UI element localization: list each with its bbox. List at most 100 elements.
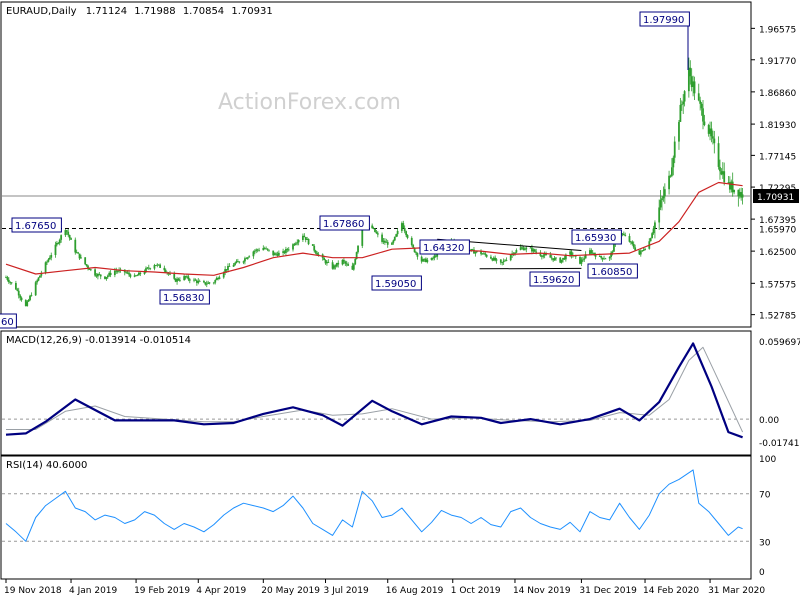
candle-body [44, 262, 47, 273]
candle-body [683, 91, 686, 102]
candle-body [412, 244, 415, 248]
candle-body [416, 253, 419, 257]
candle-body [662, 196, 665, 199]
price-tick-label: 1.57575 [759, 280, 796, 290]
annotation-label: 1.59620 [533, 275, 574, 286]
annotation-label: 1.60850 [591, 267, 632, 278]
candle-body [60, 235, 63, 240]
candle-body [272, 250, 275, 256]
candle-body [109, 272, 112, 276]
candle-body [347, 264, 350, 266]
x-tick-label: 14 Feb 2020 [643, 586, 699, 596]
candle-body [89, 269, 92, 271]
candle-body [217, 278, 219, 280]
candle-body [323, 257, 326, 261]
candle-body [149, 268, 152, 270]
candle-body [737, 189, 740, 197]
candle-body [515, 250, 518, 253]
candle-body [6, 277, 9, 280]
candle-body [354, 259, 357, 265]
annotation-label: 1.67860 [323, 219, 364, 230]
candle-body [345, 263, 348, 265]
candle-body [262, 248, 265, 251]
candle-body [137, 272, 140, 276]
candle-body [420, 256, 423, 262]
candle-body [594, 254, 597, 257]
candle-body [7, 279, 10, 283]
annotation-box [0, 313, 17, 329]
candle-body [174, 278, 177, 282]
candle-body [335, 262, 338, 267]
candle-body [70, 238, 72, 240]
candle-body [484, 253, 487, 255]
candle-body [303, 235, 306, 238]
candle-body [654, 222, 656, 229]
x-tick-label: 16 Aug 2019 [386, 586, 444, 596]
candle-body [663, 189, 666, 197]
candle-body [432, 257, 434, 259]
candle-body [430, 257, 433, 260]
candle-body [381, 234, 383, 242]
candle-body [88, 268, 91, 270]
candle-body [591, 252, 594, 254]
candle-body [153, 265, 156, 269]
candle-body [39, 275, 41, 278]
candle-body [689, 67, 692, 77]
candle-body [668, 175, 670, 190]
price-tick-label: 1.62500 [759, 248, 796, 258]
candle-body [154, 265, 157, 266]
candle-body [549, 255, 552, 258]
candle-body [326, 261, 328, 264]
candle-body [604, 258, 607, 260]
candle-body [470, 249, 473, 250]
price-tick-label: 1.81930 [759, 121, 796, 131]
candle-body [293, 244, 296, 246]
candle-body [234, 263, 236, 265]
macd-signal-line [6, 346, 744, 433]
candle-body [692, 81, 695, 88]
candle-body [156, 264, 159, 266]
candle-body [297, 239, 300, 243]
annotation-label: 1.56830 [163, 293, 204, 304]
candle-body [570, 251, 573, 256]
candle-body [282, 251, 285, 253]
candle-body [26, 301, 29, 307]
x-tick-label: 4 Apr 2019 [196, 586, 246, 596]
candle-body [621, 233, 624, 235]
candle-body [246, 257, 249, 259]
ohlc-high: 1.71988 [134, 6, 175, 17]
candle-body [324, 260, 327, 264]
annotation-label: 1.65930 [575, 233, 616, 244]
candle-body [560, 259, 563, 263]
price-tick-label: 1.96575 [759, 25, 796, 35]
price-tick-label: 1.52785 [759, 312, 796, 322]
candle-body [275, 253, 277, 255]
candle-body [57, 242, 60, 244]
candle-body [372, 228, 375, 230]
candle-body [235, 261, 238, 264]
candle-body [423, 258, 426, 260]
candle-body [543, 254, 546, 256]
candle-body [514, 252, 516, 255]
rsi-line [5, 469, 743, 542]
candle-body [307, 238, 310, 245]
candle-body [624, 235, 627, 237]
candle-body [700, 103, 703, 109]
candle-body [169, 273, 171, 275]
price-tick-label: 1.67395 [759, 216, 796, 226]
candle-body [265, 248, 268, 250]
candle-body [490, 256, 492, 259]
candle-body [632, 244, 635, 248]
candle-body [652, 228, 655, 234]
macd-label: MACD(12,26,9) -0.013914 -0.010514 [6, 335, 191, 346]
candle-body [106, 275, 109, 278]
candle-body [68, 234, 71, 239]
candle-body [393, 236, 396, 241]
candle-body [77, 252, 80, 254]
candle-body [581, 259, 584, 261]
candle-body [492, 257, 495, 261]
candle-body [522, 247, 525, 251]
candle-body [244, 258, 246, 262]
candle-body [67, 231, 70, 235]
candle-body [317, 254, 320, 256]
